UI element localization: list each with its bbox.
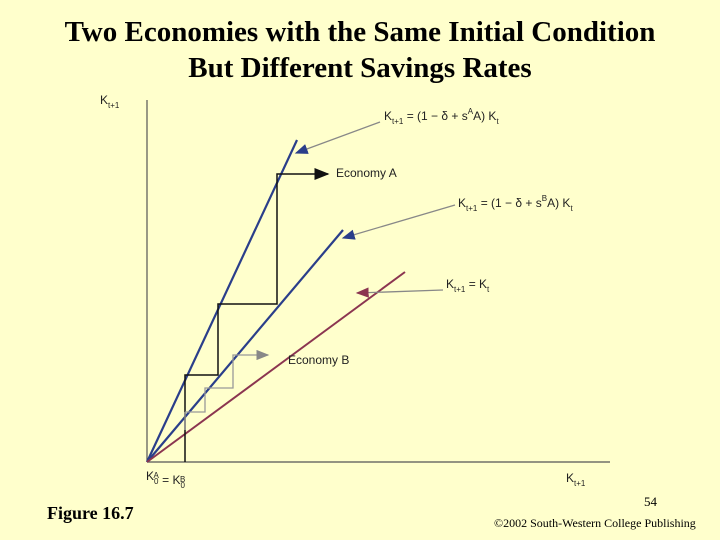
x-axis-label: Kt+1	[566, 471, 586, 488]
axes	[146, 100, 610, 463]
label-part: A) K	[547, 196, 570, 210]
label-part: A	[468, 107, 474, 116]
label-part: t+1	[108, 101, 120, 110]
title-line: But Different Savings Rates	[188, 52, 532, 84]
label-part: 0	[181, 481, 186, 490]
equation-a: Kt+1 = (1 − δ + sAA) Kt	[384, 107, 499, 126]
line-45-degree	[146, 271, 406, 463]
label-part: t+1	[454, 285, 466, 294]
label-part: t	[487, 285, 490, 294]
page-number: 54	[644, 494, 657, 509]
economy-a-label: Economy A	[336, 166, 397, 180]
equation-b: Kt+1 = (1 − δ + sBA) Kt	[458, 194, 573, 213]
label-part: = (1 − δ + s	[477, 196, 541, 210]
pointer-arrow	[355, 287, 444, 298]
line-economy-a	[146, 139, 298, 463]
title-line: Two Economies with the Same Initial Cond…	[64, 16, 656, 48]
label-part: K	[146, 469, 154, 483]
label-part: Economy A	[336, 166, 397, 180]
label-part: Economy B	[288, 353, 349, 367]
figure-label: Figure 16.7	[47, 503, 134, 523]
pointer-arrow	[341, 204, 456, 240]
label-part: B	[542, 194, 547, 203]
label-part: K	[384, 109, 392, 123]
label-part: K	[446, 277, 454, 291]
label-part: t+1	[392, 117, 404, 126]
label-part: K	[566, 471, 574, 485]
label-part: t+1	[466, 204, 478, 213]
label-part: 0	[154, 477, 159, 486]
economy-b-label: Economy B	[288, 353, 349, 367]
y-axis-label: Kt+1	[100, 93, 120, 110]
label-part: = K	[465, 277, 487, 291]
label-part: K	[100, 93, 108, 107]
label-part: A) K	[473, 109, 496, 123]
staircase-a	[184, 168, 330, 462]
label-part: A	[153, 471, 159, 480]
staircase-b	[185, 349, 270, 413]
equation-45: Kt+1 = Kt	[446, 277, 490, 294]
initial-condition: K0A = K0B	[146, 469, 186, 490]
label-part: = (1 − δ + s	[403, 109, 467, 123]
copyright: ©2002 South-Western College Publishing	[494, 516, 696, 530]
label-part: K	[458, 196, 466, 210]
pointer-arrow	[294, 121, 381, 154]
line-economy-b	[146, 229, 344, 463]
label-part: t	[496, 117, 499, 126]
label-part: = K	[159, 473, 181, 487]
label-part: t	[570, 204, 573, 213]
label-part: t+1	[574, 479, 586, 488]
label-part: B	[180, 475, 185, 484]
